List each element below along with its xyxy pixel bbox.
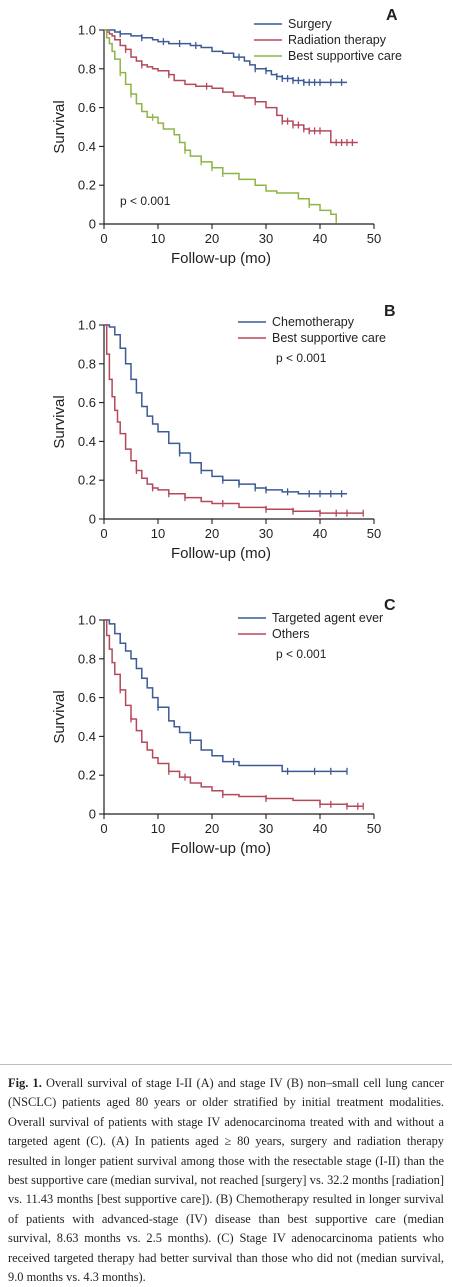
y-tick-label: 0.4 [78, 139, 96, 154]
series-1 [104, 619, 348, 775]
y-tick-label: 0.2 [78, 178, 96, 193]
caption-text: Overall survival of stage I-II (A) and s… [8, 1076, 444, 1285]
legend: Chemotherapy Best supportive care [238, 315, 386, 345]
series-1 [104, 29, 347, 86]
legend-entry: Chemotherapy [272, 315, 355, 329]
series-line [104, 324, 347, 495]
survival-chart-a: 0 10 20 30 40 50 0 0.2 0.4 0.6 0.8 1.0 Follow-up (mo… [51, 7, 402, 267]
axes: 0 10 20 30 40 50 0 0.2 0.4 0.6 0.8 1.0 [78, 318, 381, 542]
series-line [104, 324, 364, 514]
x-tick-label: 10 [151, 526, 165, 541]
legend: Targeted agent ever Others [238, 611, 383, 641]
series-2 [104, 29, 358, 147]
x-axis-title: Follow-up (mo) [171, 840, 271, 857]
x-axis-title: Follow-up (mo) [171, 545, 271, 562]
y-tick-label: 0 [89, 217, 96, 232]
legend-entry: Best supportive care [288, 49, 402, 63]
panel-label: B [384, 303, 396, 320]
y-tick-label: 1.0 [78, 23, 96, 38]
axes: 0 10 20 30 40 50 0 0.2 0.4 0.6 0.8 1.0 [78, 613, 381, 837]
figure-panel-b: 0 10 20 30 40 50 0 0.2 0.4 0.6 0.8 1.0 Follow-up (mo… [0, 292, 452, 586]
series-line [104, 29, 337, 221]
survival-chart-c: 0 10 20 30 40 50 0 0.2 0.4 0.6 0.8 1.0 Follow-up (mo… [51, 597, 396, 857]
y-tick-label: 0 [89, 807, 96, 822]
x-tick-label: 30 [259, 821, 273, 836]
y-axis-title: Survival [51, 395, 68, 448]
figure-panel-a: 0 10 20 30 40 50 0 0.2 0.4 0.6 0.8 1.0 Follow-up (mo… [0, 0, 452, 292]
series-line [104, 29, 358, 144]
survival-chart-b: 0 10 20 30 40 50 0 0.2 0.4 0.6 0.8 1.0 Follow-up (mo… [51, 303, 396, 562]
x-tick-label: 30 [259, 526, 273, 541]
legend: Surgery Radiation therapy Best supportive … [254, 17, 402, 63]
x-tick-label: 50 [367, 526, 381, 541]
x-tick-label: 0 [100, 526, 107, 541]
figure-panel-c: 0 10 20 30 40 50 0 0.2 0.4 0.6 0.8 1.0 Follow-up (mo… [0, 586, 452, 864]
x-tick-label: 50 [367, 231, 381, 246]
x-tick-label: 10 [151, 821, 165, 836]
series-line [104, 619, 347, 773]
series-1 [104, 324, 347, 498]
y-tick-label: 0.8 [78, 61, 96, 76]
caption-label: Fig. 1. [8, 1076, 42, 1090]
axes: 0 10 20 30 40 50 0 0.2 0.4 0.6 0.8 1.0 [78, 23, 381, 247]
x-tick-label: 10 [151, 231, 165, 246]
caption-divider [0, 1064, 452, 1065]
series-2 [104, 619, 364, 810]
panel-label: C [384, 597, 396, 614]
figure-caption: Fig. 1. Overall survival of stage I-II (… [8, 1074, 444, 1287]
y-tick-label: 1.0 [78, 613, 96, 628]
legend-entry: Others [272, 627, 310, 641]
y-axis-title: Survival [51, 100, 68, 153]
y-tick-label: 0.6 [78, 100, 96, 115]
y-tick-label: 0.6 [78, 395, 96, 410]
series-2 [104, 324, 364, 517]
y-tick-label: 1.0 [78, 318, 96, 333]
p-value-annotation: p < 0.001 [120, 194, 171, 208]
series-3 [104, 29, 337, 224]
y-tick-label: 0.8 [78, 651, 96, 666]
y-tick-label: 0 [89, 512, 96, 527]
legend-entry: Radiation therapy [288, 33, 387, 47]
x-tick-label: 20 [205, 526, 219, 541]
x-tick-label: 0 [100, 821, 107, 836]
x-tick-label: 30 [259, 231, 273, 246]
legend-entry: Best supportive care [272, 331, 386, 345]
p-value-annotation: p < 0.001 [276, 647, 327, 661]
x-tick-label: 0 [100, 231, 107, 246]
y-tick-label: 0.4 [78, 434, 96, 449]
legend-entry: Targeted agent ever [272, 611, 383, 625]
y-tick-label: 0.2 [78, 768, 96, 783]
panel-label: A [386, 7, 398, 24]
y-tick-label: 0.6 [78, 690, 96, 705]
x-axis-title: Follow-up (mo) [171, 250, 271, 267]
y-tick-label: 0.2 [78, 473, 96, 488]
y-axis-title: Survival [51, 690, 68, 743]
x-tick-label: 20 [205, 821, 219, 836]
legend-entry: Surgery [288, 17, 333, 31]
y-tick-label: 0.4 [78, 729, 96, 744]
x-tick-label: 40 [313, 821, 327, 836]
x-tick-label: 20 [205, 231, 219, 246]
x-tick-label: 40 [313, 526, 327, 541]
y-tick-label: 0.8 [78, 356, 96, 371]
p-value-annotation: p < 0.001 [276, 351, 327, 365]
x-tick-label: 40 [313, 231, 327, 246]
x-tick-label: 50 [367, 821, 381, 836]
